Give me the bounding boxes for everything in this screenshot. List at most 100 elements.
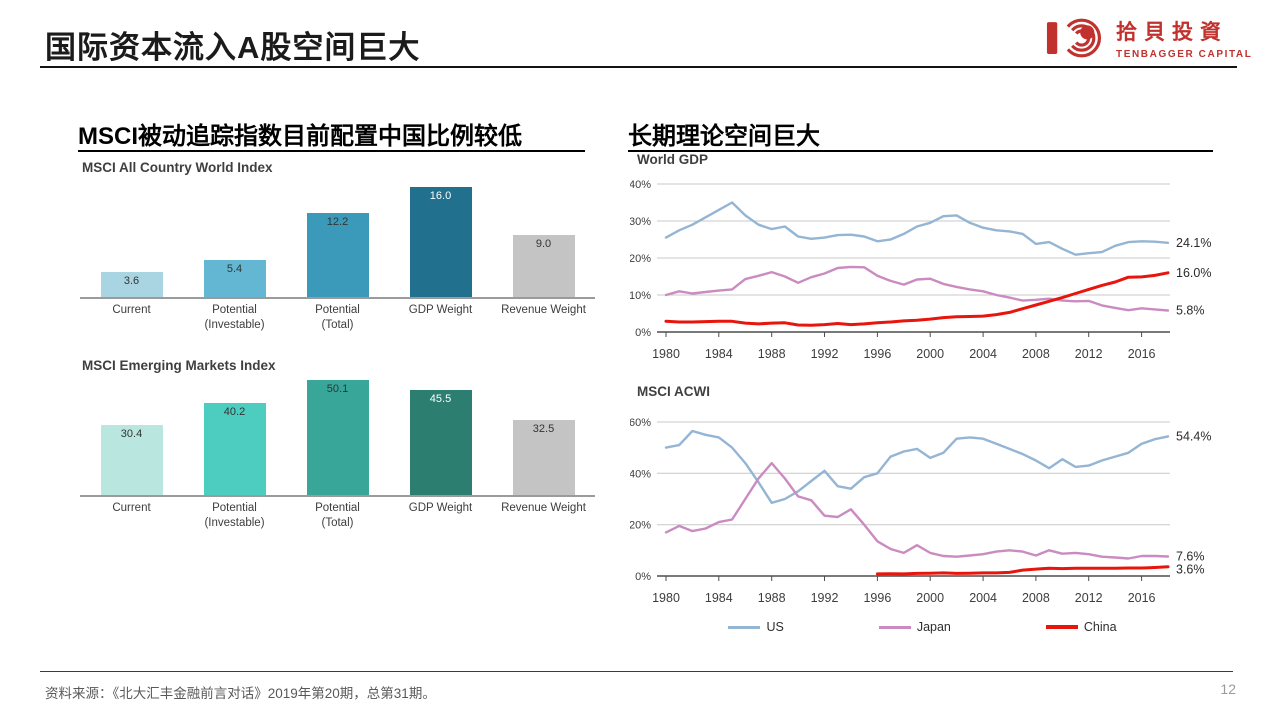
logo-text: 拾貝投資 TENBAGGER CAPITAL: [1116, 16, 1252, 60]
china-line: [875, 565, 1170, 576]
legend-label: Japan: [916, 620, 951, 634]
y-tick-label: 40%: [630, 468, 651, 480]
y-tick-label: 30%: [630, 216, 651, 228]
legend-item: China: [1045, 620, 1117, 634]
japan-line: [664, 461, 1170, 560]
bar: 40.2: [203, 403, 266, 495]
bar-value-label: 3.6: [123, 275, 140, 287]
x-tick-label: 2012: [1075, 347, 1103, 361]
bar-value-label: 32.5: [532, 423, 555, 435]
bar-category-label: GDP Weight: [408, 304, 473, 316]
header-divider: [40, 66, 1237, 68]
page-number: 12: [1220, 681, 1236, 697]
company-logo: 拾貝投資 TENBAGGER CAPITAL: [1046, 13, 1251, 65]
y-tick-label: 20%: [630, 253, 651, 265]
bar-value-label: 9.0: [535, 238, 552, 250]
bar: 45.5: [409, 390, 472, 495]
us-line: [664, 429, 1170, 505]
x-tick-label: 1980: [652, 347, 680, 361]
legend-item: US: [728, 620, 784, 634]
bar-value-label: 45.5: [429, 393, 452, 405]
x-tick-label: 1988: [758, 347, 786, 361]
bar-category-label: GDP Weight: [408, 502, 473, 514]
msci-acwi-chart: 0% 20% 40% 60% 1980 1984 1988 1992 1996 2000 2004 2…: [629, 402, 1215, 614]
shell-logo-icon: [1046, 18, 1102, 58]
bar-value-label: 40.2: [223, 406, 246, 418]
japan-line: [664, 265, 1170, 312]
world-gdp-chart: 0% 10% 20% 30% 40% 1980 1984 1988 1992 1996 2000 20…: [629, 172, 1215, 370]
x-tick-label: 1996: [863, 591, 891, 605]
x-tick-label: 1996: [863, 347, 891, 361]
x-tick-label: 1984: [705, 591, 733, 605]
chart-title: MSCI Emerging Markets Index: [82, 358, 276, 373]
right-section-divider: [628, 150, 1213, 152]
bar-category-label: Current: [112, 502, 151, 514]
series-end-label: 3.6%: [1176, 563, 1205, 577]
emerging-markets-bar-chart: MSCI Emerging Markets Index 30.4 40.2 50.1…: [80, 358, 595, 554]
bar-category-label: Potential (Total): [315, 304, 360, 331]
series-end-label: 24.1%: [1176, 236, 1211, 250]
bar-value-label: 16.0: [429, 190, 452, 202]
x-tick-label: 2008: [1022, 591, 1050, 605]
x-tick-label: 1984: [705, 347, 733, 361]
x-tick-label: 2012: [1075, 591, 1103, 605]
bar-value-label: 12.2: [326, 216, 349, 228]
series-end-label: 5.8%: [1176, 304, 1205, 318]
logo-en-name: TENBAGGER CAPITAL: [1116, 49, 1253, 60]
chart-legend: US Japan China: [630, 620, 1215, 634]
right-section-header: 长期理论空间巨大: [628, 123, 820, 150]
chart-title: MSCI ACWI: [637, 384, 710, 399]
bar: 16.0: [409, 187, 472, 297]
bar: 3.6: [100, 272, 163, 297]
y-tick-label: 40%: [630, 179, 651, 191]
left-section-header: MSCI被动追踪指数目前配置中国比例较低: [78, 123, 522, 150]
x-tick-label: 1992: [811, 347, 839, 361]
bar-category-label: Current: [112, 304, 151, 316]
bar-value-label: 30.4: [120, 428, 143, 440]
x-tick-label: 2004: [969, 591, 997, 605]
msci-acwi-svg: 0% 20% 40% 60% 1980 1984 1988 1992 1996 2000 2004 2…: [629, 417, 1211, 605]
bar-value-label: 5.4: [226, 263, 243, 275]
us-legend-swatch-icon: [728, 625, 761, 629]
china-legend-swatch-icon: [1045, 625, 1078, 629]
y-tick-label: 0%: [635, 571, 651, 583]
bars-area: 30.4 40.2 50.1 45.5 32.5: [80, 358, 595, 495]
us-line: [664, 201, 1170, 256]
world-gdp-svg: 0% 10% 20% 30% 40% 1980 1984 1988 1992 1996 2000 20…: [629, 179, 1211, 361]
bar: 50.1: [306, 380, 369, 495]
chart-title: World GDP: [637, 152, 709, 167]
bar-category-label: Potential (Total): [315, 502, 360, 529]
bar: 9.0: [512, 235, 575, 297]
series-end-label: 16.0%: [1176, 266, 1211, 280]
chart-title: MSCI All Country World Index: [82, 160, 273, 175]
y-tick-label: 10%: [630, 290, 651, 302]
legend-item: Japan: [878, 620, 951, 634]
legend-label: US: [766, 620, 784, 634]
bar: 32.5: [512, 420, 575, 495]
bar: 12.2: [306, 213, 369, 297]
x-axis-line: [80, 297, 595, 299]
legend-label: China: [1083, 620, 1117, 634]
bar: 5.4: [203, 260, 266, 297]
category-labels: Current Potential (Investable) Potential (…: [80, 303, 595, 343]
y-tick-label: 60%: [630, 417, 651, 429]
series-end-label: 7.6%: [1176, 550, 1205, 564]
y-tick-label: 0%: [635, 327, 651, 339]
y-tick-label: 20%: [630, 520, 651, 532]
bar-category-label: Revenue Weight: [501, 502, 586, 514]
bar: 30.4: [100, 425, 163, 495]
acwi-bar-chart: MSCI All Country World Index 3.6 5.4 12.2 1…: [80, 160, 595, 356]
x-tick-label: 2000: [916, 591, 944, 605]
category-labels: Current Potential (Investable) Potential (…: [80, 501, 595, 541]
x-tick-label: 2000: [916, 347, 944, 361]
bars-area: 3.6 5.4 12.2 16.0 9.0: [80, 160, 595, 297]
page-title: 国际资本流入A股空间巨大: [45, 30, 421, 65]
x-tick-label: 2016: [1128, 591, 1156, 605]
left-section-divider: [78, 150, 585, 152]
bar-value-label: 50.1: [326, 383, 349, 395]
x-axis-line: [80, 495, 595, 497]
china-line: [664, 271, 1170, 327]
bar-category-label: Potential (Investable): [204, 304, 265, 331]
bar-category-label: Revenue Weight: [501, 304, 586, 316]
